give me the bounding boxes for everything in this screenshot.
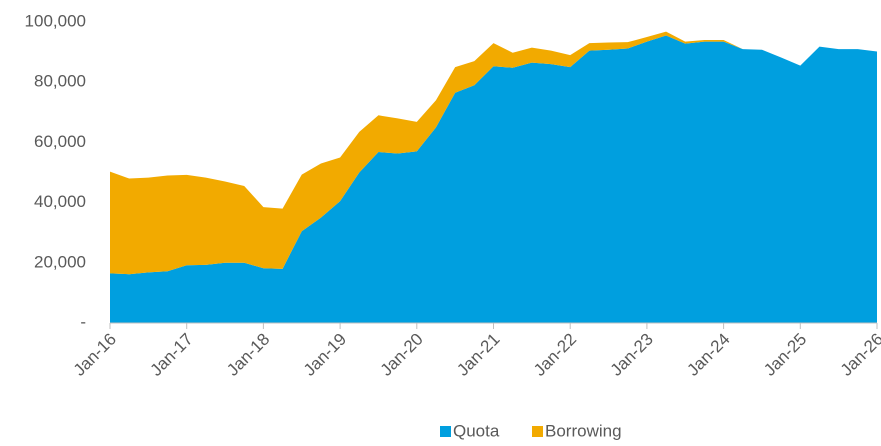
legend-swatch	[440, 426, 451, 437]
x-tick-label: Jan-25	[760, 330, 810, 380]
y-tick-label: 60,000	[34, 132, 86, 151]
y-tick-label: 40,000	[34, 192, 86, 211]
y-tick-label: 20,000	[34, 252, 86, 271]
y-tick-label: -	[80, 312, 86, 331]
x-tick-label: Jan-16	[70, 330, 120, 380]
y-tick-label: 80,000	[34, 72, 86, 91]
legend-swatch	[532, 426, 543, 437]
x-tick-label: Jan-20	[377, 330, 427, 380]
legend-label: Quota	[453, 421, 500, 440]
x-tick-label: Jan-21	[453, 330, 503, 380]
x-tick-label: Jan-17	[147, 330, 197, 380]
x-tick-label: Jan-24	[683, 330, 733, 380]
area	[110, 31, 877, 275]
x-tick-label: Jan-18	[223, 330, 273, 380]
y-tick-label: 100,000	[25, 11, 86, 30]
x-tick-label: Jan-23	[607, 330, 657, 380]
x-tick-label: Jan-19	[300, 330, 350, 380]
x-tick-label: Jan-26	[837, 330, 881, 380]
legend-label: Borrowing	[545, 421, 622, 440]
x-tick-label: Jan-22	[530, 330, 580, 380]
area	[110, 35, 877, 324]
